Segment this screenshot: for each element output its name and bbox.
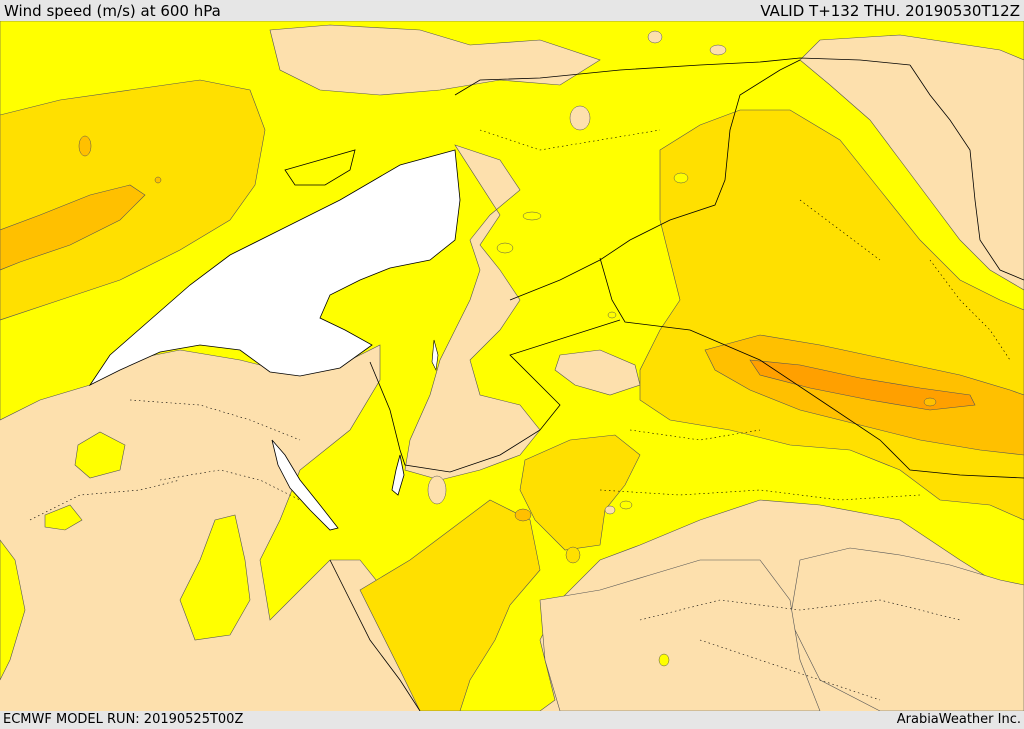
valid-time: VALID T+132 THU. 20190530T12Z (760, 3, 1020, 19)
credit: ArabiaWeather Inc. (897, 713, 1021, 727)
map-header: Wind speed (m/s) at 600 hPa VALID T+132 … (0, 0, 1024, 21)
map-footer: ECMWF MODEL RUN: 20190525T00Z ArabiaWeat… (0, 711, 1024, 729)
model-run: ECMWF MODEL RUN: 20190525T00Z (3, 713, 243, 727)
wind-speed-map (0, 21, 1024, 711)
map-title: Wind speed (m/s) at 600 hPa (4, 3, 221, 19)
